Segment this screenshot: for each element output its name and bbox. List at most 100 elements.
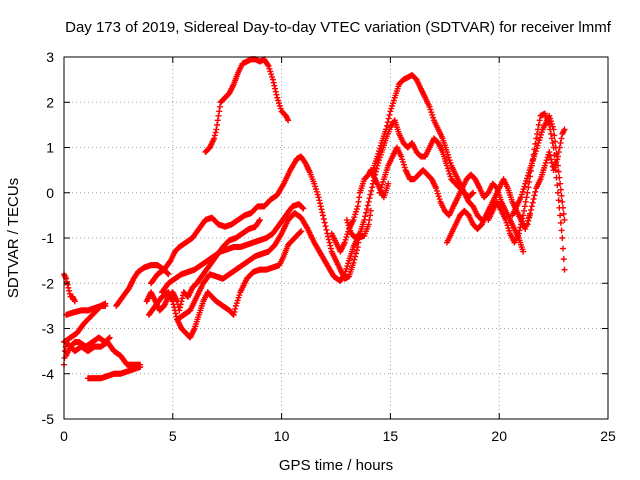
data-point xyxy=(538,129,545,136)
data-point xyxy=(533,145,540,152)
data-point xyxy=(298,228,305,235)
data-point xyxy=(536,117,543,124)
data-point xyxy=(523,177,530,184)
data-point xyxy=(522,180,529,187)
data-point xyxy=(520,186,527,193)
data-point xyxy=(274,94,281,101)
data-point xyxy=(353,247,360,254)
data-point xyxy=(233,300,240,307)
data-point xyxy=(389,102,396,109)
data-point xyxy=(177,301,184,308)
data-point xyxy=(267,68,274,75)
data-point xyxy=(376,189,383,196)
data-point xyxy=(65,284,72,291)
data-point xyxy=(547,118,554,125)
data-point xyxy=(320,215,327,222)
data-point xyxy=(230,311,237,318)
data-point xyxy=(256,216,263,223)
data-point xyxy=(387,108,394,115)
data-point xyxy=(556,144,563,151)
data-point xyxy=(542,159,549,166)
data-point xyxy=(343,265,350,272)
series-arc-11 xyxy=(158,201,307,296)
data-point xyxy=(445,154,452,161)
series-arc-9 xyxy=(145,228,305,341)
data-point xyxy=(375,150,382,157)
data-point xyxy=(365,221,372,228)
y-tick-label: 1 xyxy=(46,140,54,156)
series-arc-2 xyxy=(61,339,144,368)
data-point xyxy=(177,304,184,311)
data-point xyxy=(547,115,554,122)
data-point xyxy=(327,245,334,252)
data-point xyxy=(352,211,359,218)
data-point xyxy=(345,222,352,229)
data-point xyxy=(541,162,548,169)
data-point xyxy=(556,174,563,181)
data-point xyxy=(232,302,239,309)
data-point xyxy=(270,79,277,86)
data-point xyxy=(550,126,557,133)
data-point xyxy=(532,188,539,195)
data-point xyxy=(535,139,542,146)
series-arc-14 xyxy=(328,167,392,255)
data-point xyxy=(356,194,363,201)
chart-title: Day 173 of 2019, Sidereal Day-to-day VTE… xyxy=(65,19,612,36)
data-point xyxy=(311,180,318,187)
data-point xyxy=(521,203,528,210)
data-point xyxy=(400,158,407,165)
data-point xyxy=(367,191,374,198)
data-point xyxy=(524,175,531,182)
data-point xyxy=(268,71,275,78)
data-point xyxy=(321,219,328,226)
y-tick-label: 3 xyxy=(46,49,54,65)
x-tick-label: 5 xyxy=(169,428,177,444)
y-tick-label: -4 xyxy=(42,366,55,382)
data-point xyxy=(524,172,531,179)
data-point xyxy=(553,158,560,165)
data-point xyxy=(447,173,454,180)
y-tick-label: -1 xyxy=(42,230,55,246)
data-point xyxy=(547,152,554,159)
data-point xyxy=(445,168,452,175)
y-axis-title: SDTVAR / TECUs xyxy=(5,178,22,298)
data-point xyxy=(546,112,553,119)
data-point xyxy=(469,190,476,197)
data-point xyxy=(549,123,556,130)
data-point xyxy=(447,159,454,166)
data-point xyxy=(398,153,405,160)
data-point xyxy=(363,206,370,213)
data-point xyxy=(426,103,433,110)
data-point xyxy=(363,209,370,216)
data-point xyxy=(275,97,282,104)
data-point xyxy=(554,156,561,163)
data-point xyxy=(313,188,320,195)
data-point xyxy=(216,103,223,110)
data-point xyxy=(388,105,395,112)
data-point xyxy=(367,207,374,214)
data-point xyxy=(325,236,332,243)
data-point xyxy=(271,82,278,89)
data-point xyxy=(215,112,222,119)
data-point xyxy=(530,196,537,203)
data-point xyxy=(319,212,326,219)
data-point xyxy=(277,105,284,112)
data-point xyxy=(518,218,525,225)
data-point xyxy=(353,206,360,213)
data-point xyxy=(555,149,562,156)
data-point xyxy=(64,281,71,288)
data-point xyxy=(522,225,529,232)
data-point xyxy=(558,135,565,142)
data-point xyxy=(341,239,348,246)
data-point xyxy=(547,130,554,137)
data-point xyxy=(435,193,442,200)
data-point xyxy=(401,164,408,171)
data-point xyxy=(551,164,558,171)
data-point xyxy=(557,219,564,226)
data-point xyxy=(537,134,544,141)
data-point xyxy=(560,210,567,217)
data-point xyxy=(546,149,553,156)
data-point xyxy=(366,216,373,223)
data-point xyxy=(561,126,568,133)
data-point xyxy=(521,207,528,214)
